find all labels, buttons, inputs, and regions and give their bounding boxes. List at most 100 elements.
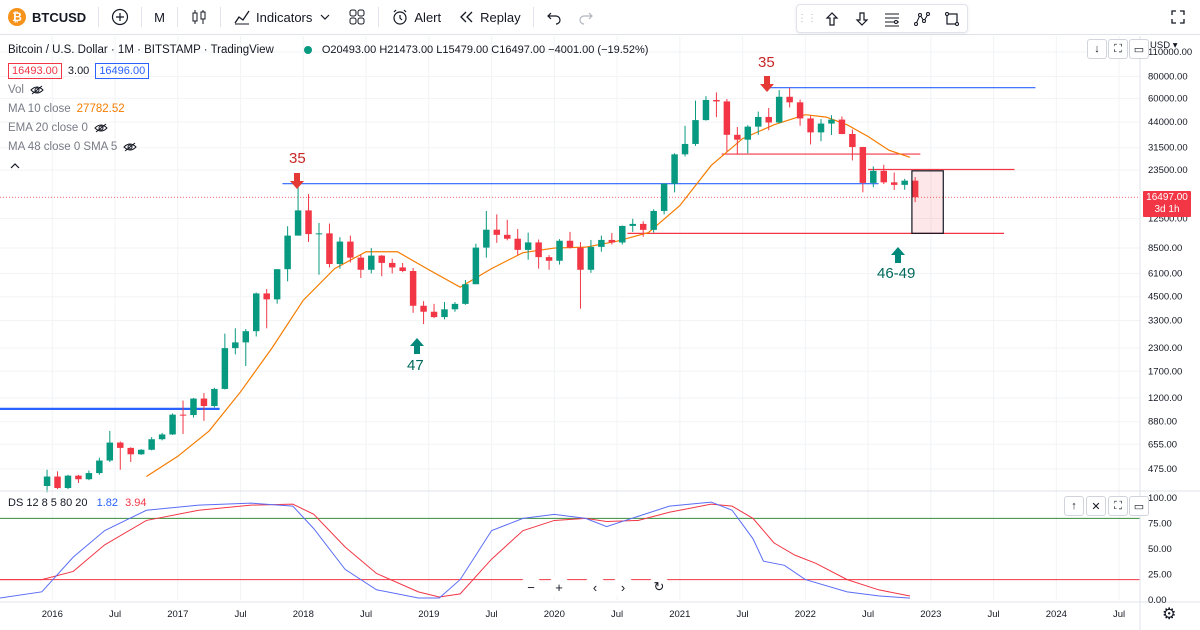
candle-body	[901, 180, 908, 185]
ask-price[interactable]: 16496.00	[95, 62, 150, 79]
candle-body	[64, 475, 72, 489]
candle-body	[796, 102, 804, 119]
pane-move-down-button[interactable]: ↓	[1087, 39, 1107, 59]
price-tick-label: 2300.00	[1148, 343, 1182, 354]
legend-collapse-row[interactable]	[8, 156, 648, 175]
symbol-search-button[interactable]: ₿ BTCUSD	[0, 0, 94, 34]
oscillator-legend[interactable]: DS 12 8 5 80 20 1.82 3.94	[8, 497, 146, 509]
candle-body	[504, 234, 511, 239]
arrow-up-tool[interactable]	[817, 5, 847, 32]
ma10-value: 27782.52	[76, 102, 125, 115]
candle-body	[587, 246, 595, 270]
toolbar-divider	[98, 7, 100, 27]
fullscreen-button[interactable]	[1162, 0, 1194, 34]
time-tick-label: Jul	[360, 609, 372, 620]
osc-maximize-button[interactable]: ⛶	[1108, 496, 1128, 516]
rectangle-tool[interactable]	[937, 5, 967, 32]
vol-label: Vol	[8, 83, 24, 96]
bar-countdown: 3d 1h	[1154, 204, 1180, 216]
candle-body	[671, 154, 678, 184]
time-tick-label: Jul	[1113, 609, 1125, 620]
candle-body	[629, 223, 636, 226]
candle-body	[399, 267, 406, 271]
candle-body	[493, 229, 501, 235]
time-tick-label: 2017	[167, 609, 188, 620]
scroll-right-button[interactable]: ›	[612, 576, 634, 598]
candle-body	[347, 241, 354, 258]
oscillator-label: DS 12 8 5 80 20	[8, 497, 88, 509]
candle-body	[420, 305, 427, 312]
candle-body	[598, 239, 605, 247]
ma48-label: MA 48 close 0 SMA 5	[8, 140, 118, 153]
ema20-label: EMA 20 close 0	[8, 121, 88, 134]
candle-body	[723, 101, 731, 135]
candle-body	[117, 442, 124, 448]
ma10-label: MA 10 close	[8, 102, 71, 115]
candle-body	[179, 414, 187, 416]
candle-body	[734, 134, 741, 140]
ema20-indicator-row[interactable]: EMA 20 close 0	[8, 118, 648, 137]
pane-fullscreen-button[interactable]: ▭	[1129, 39, 1149, 59]
pane-maximize-button[interactable]: ⛶	[1108, 39, 1128, 59]
legend-title-row: Bitcoin / U.S. Dollar · 1M · BITSTAMP · …	[8, 40, 648, 59]
drag-handle[interactable]: ⋮⋮	[797, 13, 817, 24]
settings-gear-icon[interactable]: ⚙	[1162, 606, 1177, 623]
arrow-down-marker	[290, 173, 304, 189]
candle-body	[75, 475, 82, 480]
pattern-tool[interactable]	[907, 5, 937, 32]
eye-hidden-icon[interactable]	[94, 123, 108, 133]
currency-label[interactable]: USD ▾	[1150, 40, 1177, 51]
arrow-up-marker	[891, 247, 905, 263]
candle-body	[545, 257, 553, 261]
interval-button[interactable]: M	[146, 0, 173, 34]
eye-hidden-icon[interactable]	[123, 142, 138, 152]
candle-body	[807, 118, 814, 133]
arrow-down-tool[interactable]	[847, 5, 877, 32]
vol-indicator-row[interactable]: Vol	[8, 80, 648, 99]
candle-body	[190, 398, 197, 416]
osc-fullscreen-button[interactable]: ▭	[1129, 496, 1149, 516]
chart-type-button[interactable]	[182, 0, 216, 34]
zoom-in-button[interactable]: +	[548, 576, 570, 598]
undo-button[interactable]	[538, 0, 570, 34]
eye-hidden-icon[interactable]	[30, 85, 44, 95]
candle-body	[200, 398, 208, 407]
candle-body	[43, 476, 51, 486]
scroll-left-button[interactable]: ‹	[584, 576, 606, 598]
fib-tool[interactable]	[877, 5, 907, 32]
replay-button[interactable]: Replay	[449, 0, 528, 34]
candle-body	[430, 311, 438, 318]
bid-price[interactable]: 16493.00	[8, 62, 62, 79]
redo-button[interactable]	[570, 0, 602, 34]
chevron-up-icon[interactable]	[8, 161, 22, 171]
alert-button[interactable]: Alert	[383, 0, 449, 34]
alarm-clock-icon	[393, 9, 407, 25]
candle-body	[608, 239, 616, 243]
reset-chart-button[interactable]: ↻	[648, 576, 670, 598]
ma48-indicator-row[interactable]: MA 48 close 0 SMA 5	[8, 137, 648, 156]
osc-move-up-button[interactable]: ↑	[1064, 496, 1084, 516]
time-tick-label: Jul	[736, 609, 748, 620]
layouts-button[interactable]	[340, 0, 374, 34]
candle-body	[660, 183, 668, 211]
annotation-top-2021: 35	[758, 54, 775, 71]
candle-body	[619, 225, 626, 243]
indicators-button[interactable]: Indicators	[225, 0, 340, 34]
compare-button[interactable]	[103, 0, 137, 34]
candle-body	[838, 119, 846, 134]
candle-body	[744, 126, 752, 140]
candle-body	[169, 414, 176, 435]
zoom-out-button[interactable]: −	[520, 576, 542, 598]
osc-close-button[interactable]: ✕	[1086, 496, 1106, 516]
candle-body	[315, 233, 323, 235]
time-tick-label: 2022	[795, 609, 816, 620]
rectangle-icon	[945, 11, 959, 26]
projection-box	[911, 170, 944, 234]
ma10-indicator-row[interactable]: MA 10 close 27782.52	[8, 99, 648, 118]
candle-body	[535, 242, 542, 258]
bid-ask-row: 16493.00 3.00 16496.00	[8, 61, 648, 80]
time-tick-label: 2016	[42, 609, 63, 620]
candle-body	[305, 210, 312, 235]
redo-icon	[579, 12, 593, 25]
